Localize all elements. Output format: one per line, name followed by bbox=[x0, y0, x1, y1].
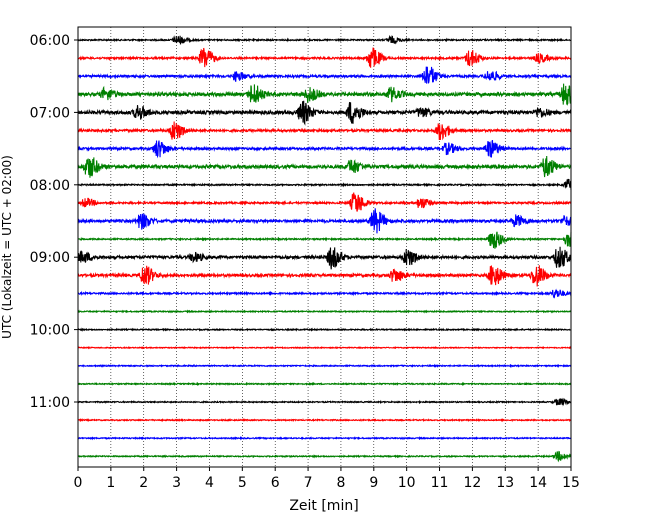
seismic-trace bbox=[77, 66, 572, 84]
seismic-trace bbox=[77, 265, 572, 287]
x-tick-label: 15 bbox=[562, 475, 580, 491]
x-tick-label: 8 bbox=[336, 475, 345, 491]
x-axis-label: Zeit [min] bbox=[289, 498, 358, 514]
seismic-trace bbox=[77, 231, 572, 249]
seismic-trace bbox=[77, 140, 572, 159]
seismic-trace bbox=[77, 345, 572, 350]
seismic-trace bbox=[77, 417, 572, 423]
seismic-trace bbox=[77, 288, 572, 299]
seismic-trace bbox=[77, 436, 572, 441]
x-tick-label: 0 bbox=[74, 475, 83, 491]
x-tick-label: 13 bbox=[496, 475, 514, 491]
x-tick-label: 7 bbox=[304, 475, 313, 491]
seismic-trace bbox=[77, 309, 572, 314]
seismic-trace bbox=[77, 327, 572, 332]
y-tick-label: 11:00 bbox=[30, 395, 70, 411]
y-tick-label: 07:00 bbox=[30, 105, 70, 121]
y-tick-label: 06:00 bbox=[30, 33, 70, 49]
seismic-trace bbox=[77, 47, 572, 68]
x-tick-label: 11 bbox=[431, 475, 449, 491]
y-axis: 06:00 07:00 08:00 09:00 10:00 11:00 bbox=[30, 33, 78, 411]
x-tick-label: 14 bbox=[529, 475, 547, 491]
x-tick-label: 1 bbox=[106, 475, 115, 491]
seismic-trace bbox=[77, 178, 572, 191]
seismic-trace bbox=[77, 450, 572, 463]
seismic-trace bbox=[77, 83, 572, 106]
x-tick-label: 4 bbox=[205, 475, 214, 491]
y-tick-label: 09:00 bbox=[30, 250, 70, 266]
seismic-trace bbox=[77, 34, 572, 45]
trace-group bbox=[77, 34, 572, 463]
y-axis-label: UTC (Lokalzeit = UTC + 02:00) bbox=[0, 155, 14, 339]
y-tick-label: 10:00 bbox=[30, 323, 70, 339]
x-tick-label: 6 bbox=[271, 475, 280, 491]
seismic-trace bbox=[77, 121, 572, 141]
x-tick-label: 12 bbox=[463, 475, 481, 491]
grid-lines bbox=[110, 27, 539, 467]
seismic-trace bbox=[77, 246, 572, 270]
x-tick-label: 2 bbox=[139, 475, 148, 491]
x-tick-label: 9 bbox=[369, 475, 378, 491]
y-tick-label: 08:00 bbox=[30, 178, 70, 194]
seismic-trace bbox=[77, 397, 572, 407]
x-tick-label: 5 bbox=[238, 475, 247, 491]
x-axis: 0 1 2 3 4 5 6 7 8 9 10 11 12 13 14 15 bbox=[74, 467, 580, 491]
seismic-trace bbox=[77, 155, 572, 178]
seismic-trace bbox=[77, 208, 572, 234]
seismic-trace bbox=[77, 192, 572, 212]
seismic-trace bbox=[77, 363, 572, 368]
x-tick-label: 10 bbox=[398, 475, 416, 491]
x-tick-label: 3 bbox=[172, 475, 181, 491]
seismic-trace bbox=[77, 381, 572, 387]
plot-frame bbox=[77, 26, 572, 468]
seismic-trace bbox=[77, 100, 572, 126]
